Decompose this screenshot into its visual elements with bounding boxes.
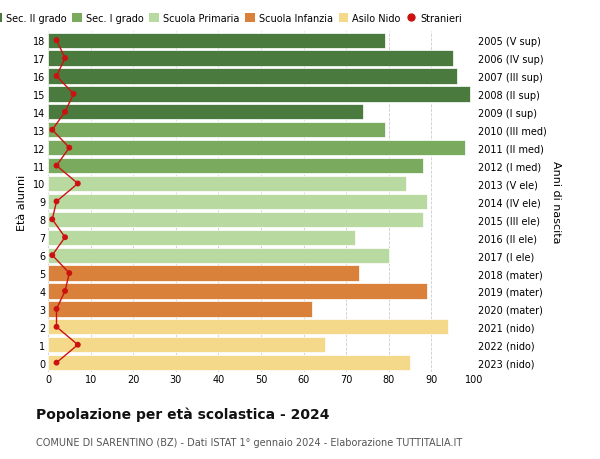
Bar (48, 51, 453, 67)
Bar (48, 355, 410, 370)
Bar (48, 123, 385, 138)
Bar (48, 337, 325, 353)
Point (52, 359, 61, 367)
Bar (48, 176, 406, 192)
Point (60, 109, 70, 116)
Text: COMUNE DI SARENTINO (BZ) - Dati ISTAT 1° gennaio 2024 - Elaborazione TUTTITALIA.: COMUNE DI SARENTINO (BZ) - Dati ISTAT 1°… (36, 437, 462, 447)
Bar (48, 105, 363, 120)
Bar (48, 248, 389, 263)
Point (52, 73, 61, 80)
Text: Popolazione per età scolastica - 2024: Popolazione per età scolastica - 2024 (36, 406, 329, 421)
Point (60, 288, 70, 295)
Bar (48, 319, 448, 335)
Point (60, 55, 70, 62)
Point (47, 127, 57, 134)
Bar (48, 69, 457, 84)
Point (52, 37, 61, 45)
Point (73, 180, 83, 188)
Point (52, 162, 61, 170)
Bar (48, 230, 355, 245)
Point (65, 270, 74, 277)
Bar (48, 266, 359, 281)
Legend: Sec. II grado, Sec. I grado, Scuola Primaria, Scuola Infanzia, Asilo Nido, Stran: Sec. II grado, Sec. I grado, Scuola Prim… (0, 14, 462, 24)
Bar (48, 302, 312, 317)
Point (47, 252, 57, 259)
Bar (48, 284, 427, 299)
Point (60, 234, 70, 241)
Point (65, 145, 74, 152)
Y-axis label: Età alunni: Età alunni (17, 174, 27, 230)
Bar (48, 212, 423, 227)
Point (69, 91, 79, 98)
Bar (48, 159, 423, 174)
Point (73, 341, 83, 349)
Point (52, 198, 61, 206)
Bar (48, 34, 385, 49)
Point (47, 216, 57, 224)
Bar (48, 87, 470, 102)
Bar (48, 141, 466, 156)
Bar (48, 194, 427, 210)
Point (52, 306, 61, 313)
Point (52, 324, 61, 331)
Y-axis label: Anni di nascita: Anni di nascita (551, 161, 561, 243)
